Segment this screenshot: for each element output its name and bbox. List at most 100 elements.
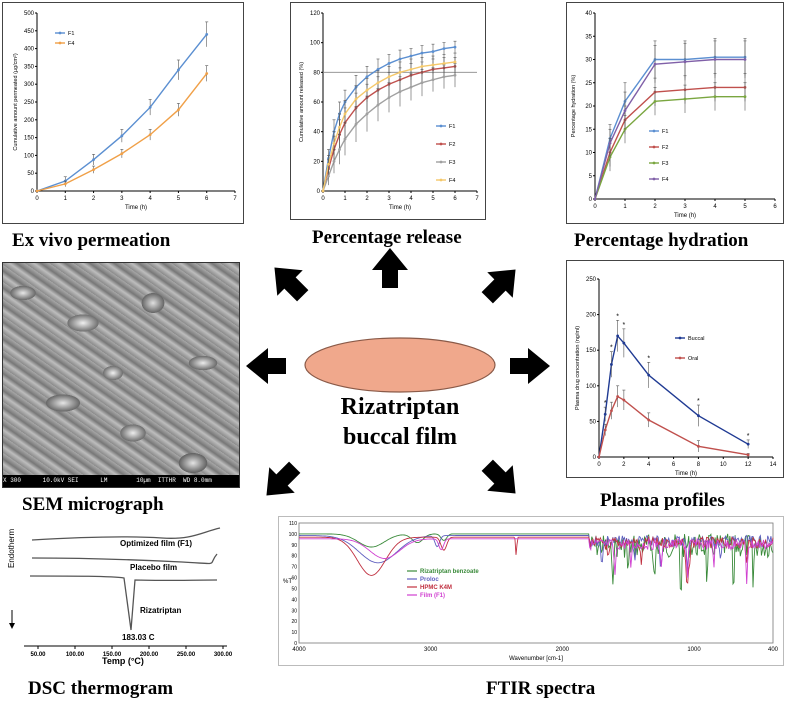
x-tick-label: 7 (475, 196, 479, 202)
data-point (409, 85, 413, 89)
sem-caption: SEM micrograph (22, 494, 164, 515)
data-point (321, 189, 325, 193)
y-tick-label: 100 (586, 384, 597, 390)
significance-marker: * (604, 400, 607, 407)
data-point (608, 141, 612, 145)
y-tick-label: 35 (585, 34, 592, 40)
data-point (453, 73, 457, 77)
x-axis-label: Time (h) (125, 205, 147, 211)
data-point (343, 112, 347, 116)
center-title-line2: buccal film (343, 424, 457, 450)
ftir-y-tick-label: 30 (291, 608, 297, 614)
x-tick-label: 1 (623, 204, 627, 210)
dsc-tick-label: 200.00 (140, 652, 159, 658)
data-point (653, 99, 657, 103)
x-tick-label: 5 (177, 196, 181, 202)
y-axis-label: Percentage hydration (%) (571, 75, 577, 138)
legend-label: F4 (68, 41, 74, 47)
dsc-tick-label: 150.00 (103, 652, 122, 658)
x-tick-label: 6 (672, 462, 676, 468)
ftir-x-tick-label: 3000 (424, 647, 438, 653)
data-point (343, 137, 347, 141)
ftir-x-axis-label: Wavenumber [cm-1] (509, 656, 563, 662)
data-point (603, 428, 607, 432)
dsc-thermogram: Endotherm Optimized film (F1) Placebo fi… (7, 527, 233, 666)
legend-label: F1 (662, 129, 668, 135)
y-tick-label: 120 (310, 11, 321, 17)
plasma-panel: 0 2 4 6 8 10 12 14 0 50 100 150 200 250 Time (h) Plasma… (566, 260, 784, 478)
data-point (120, 152, 124, 156)
x-tick-label: 2 (92, 196, 96, 202)
hydration-caption: Percentage hydration (574, 230, 749, 251)
arrow-to-ftir (474, 452, 529, 507)
release-panel: 0 1 2 3 4 5 6 7 0 20 40 60 80 100 120 Time (h) Cumulativ… (290, 2, 486, 220)
legend-marker (439, 124, 443, 128)
data-point (622, 398, 626, 402)
data-point (63, 182, 67, 186)
data-point (177, 108, 180, 112)
ftir-x-tick-label: 4000 (292, 647, 306, 653)
ftir-legend-label: Film (F1) (420, 593, 445, 599)
y-tick-label: 450 (24, 29, 35, 35)
data-point (376, 67, 380, 71)
ftir-y-tick-label: 10 (291, 630, 297, 636)
y-tick-label: 0 (31, 189, 35, 195)
y-tick-label: 40 (313, 130, 320, 136)
y-tick-label: 100 (24, 153, 35, 159)
arrow-to-release (372, 248, 408, 288)
y-tick-label: 350 (24, 64, 35, 70)
data-point (365, 75, 369, 79)
data-point (610, 409, 613, 413)
data-point (177, 68, 180, 72)
ftir-y-tick-label: 100 (289, 532, 298, 538)
x-tick-label: 6 (453, 196, 457, 202)
data-point (420, 65, 424, 68)
data-point (453, 60, 457, 64)
x-tick-label: 1 (64, 196, 68, 202)
ftir-y-axis-label: %T (283, 579, 292, 585)
legend-marker (652, 129, 656, 133)
legend-label: F2 (449, 142, 455, 148)
data-point (409, 54, 413, 58)
y-tick-label: 400 (24, 47, 35, 53)
release-caption: Percentage release (312, 227, 462, 248)
data-point (387, 62, 391, 65)
ex-vivo-chart: 0 1 2 3 4 5 6 7 0 50 100 150 200 250 300 350 400 450 500 Ti… (13, 11, 237, 211)
center-title: Rizatriptan buccal film (300, 392, 500, 452)
data-point (697, 444, 700, 448)
data-point (387, 96, 391, 99)
legend-marker (652, 161, 656, 165)
data-point (205, 72, 209, 75)
data-point (398, 57, 402, 61)
data-point (354, 97, 358, 101)
data-point (743, 95, 747, 99)
ftir-y-tick-label: 50 (291, 586, 297, 592)
y-axis-label: Cumulative amount released (%) (299, 62, 305, 142)
ftir-y-tick-label: 60 (291, 576, 297, 582)
arrow-to-sem (246, 348, 286, 384)
ftir-plot-frame (298, 522, 774, 644)
x-axis-label: Time (h) (674, 213, 696, 219)
x-tick-label: 4 (409, 196, 413, 202)
legend-marker (439, 142, 443, 146)
data-point (365, 88, 369, 92)
series-line-f1 (36, 33, 208, 192)
ftir-y-tick-label: 20 (291, 619, 297, 625)
ftir-series-1 (299, 534, 774, 572)
sem-micrograph-image: X 300 10.0kV SEI LM 10µm ITTHR WD 8.0mm (2, 262, 240, 488)
data-point (622, 341, 626, 345)
data-point (398, 90, 402, 94)
x-tick-label: 4 (713, 204, 717, 210)
data-point (683, 97, 687, 101)
ftir-x-tick-label: 2000 (556, 647, 570, 653)
y-tick-label: 80 (313, 70, 320, 76)
arrow-to-plasma (510, 348, 550, 384)
series-line-buccal (598, 334, 749, 458)
ftir-y-tick-label: 0 (294, 641, 297, 647)
ftir-y-tick-label: 40 (291, 597, 297, 603)
significance-marker: * (616, 313, 619, 320)
x-tick-label: 3 (120, 196, 124, 202)
x-tick-label: 6 (205, 196, 209, 202)
dsc-curve-placebo-film (31, 553, 218, 565)
data-point (616, 395, 620, 398)
